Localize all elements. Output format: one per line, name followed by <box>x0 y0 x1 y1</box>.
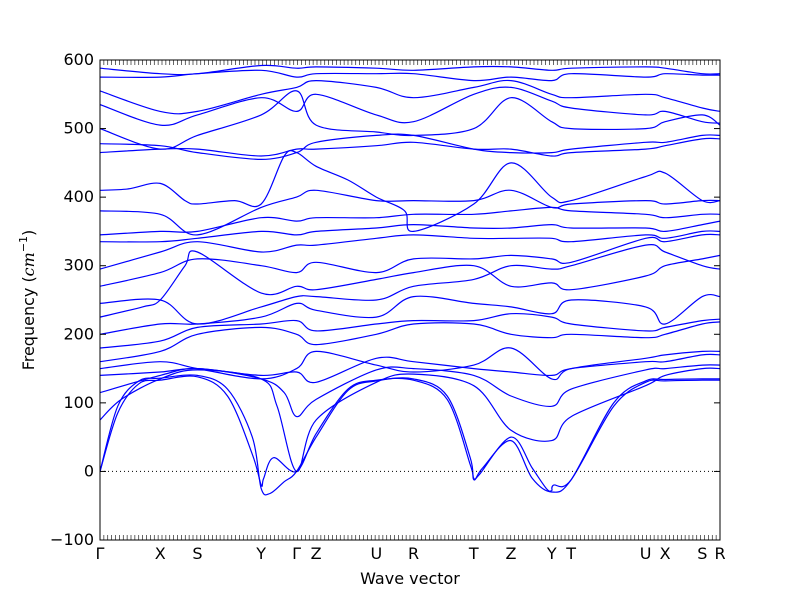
phonon-branch-8 <box>100 313 720 349</box>
phonon-branch-16 <box>100 189 720 236</box>
x-tick-label: R <box>714 544 725 563</box>
phonon-branch-18 <box>100 137 720 157</box>
x-tick-label: S <box>192 544 202 563</box>
series-layer <box>100 64 720 496</box>
phonon-branch-5 <box>100 353 720 384</box>
phonon-branch-14 <box>100 220 720 243</box>
x-tick-label: S <box>697 544 707 563</box>
y-axis-label: Frequency (cm−1) <box>17 230 38 371</box>
phonon-branch-6 <box>100 347 720 381</box>
x-tick-label: Γ <box>292 544 301 563</box>
y-tick-label: 300 <box>63 256 94 275</box>
y-axis-label-close: ) <box>19 230 38 236</box>
y-axis-label-unit: cm <box>19 252 38 276</box>
phonon-branch-2 <box>100 374 720 496</box>
x-tick-label: Γ <box>96 544 105 563</box>
y-tick-label: 400 <box>63 187 94 206</box>
y-tick-label: 600 <box>63 50 94 69</box>
phonon-branch-11 <box>100 244 720 325</box>
phonon-branch-23 <box>100 69 720 82</box>
phonon-branch-17 <box>100 149 720 233</box>
x-tick-label: U <box>370 544 382 563</box>
phonon-branch-9 <box>100 293 720 335</box>
phonon-branch-13 <box>100 230 720 270</box>
x-tick-label: Z <box>505 544 516 563</box>
phonon-branch-3 <box>100 367 720 473</box>
x-axis-label: Wave vector <box>360 569 460 588</box>
x-minor-ticks <box>99 60 721 540</box>
phonon-branch-15 <box>100 206 720 236</box>
phonon-branch-20 <box>100 90 720 150</box>
phonon-branch-21 <box>100 86 720 126</box>
x-tick-label: Z <box>311 544 322 563</box>
y-tick-label: 100 <box>63 393 94 412</box>
phonon-branch-4 <box>100 364 720 418</box>
phonon-branch-24 <box>100 64 720 76</box>
phonon-branch-7 <box>100 321 720 363</box>
y-axis: −100 0 100 200 300 400 500 600 <box>50 50 720 549</box>
y-axis-label-exponent: −1 <box>17 236 30 252</box>
phonon-branch-19 <box>100 133 720 161</box>
x-tick-label: T <box>565 544 576 563</box>
y-tick-label: 0 <box>84 461 94 480</box>
y-tick-label: 200 <box>63 324 94 343</box>
x-tick-label: Y <box>255 544 266 563</box>
x-tick-label: X <box>155 544 166 563</box>
x-tick-label: Y <box>546 544 557 563</box>
x-tick-label: X <box>660 544 671 563</box>
phonon-branch-12 <box>100 233 720 287</box>
y-tick-label: −100 <box>50 530 94 549</box>
x-tick-label: T <box>468 544 479 563</box>
y-tick-label: 500 <box>63 119 94 138</box>
phonon-branch-22 <box>100 79 720 115</box>
phonon-branch-10 <box>100 250 720 318</box>
y-axis-label-text: Frequency ( <box>19 276 38 370</box>
x-tick-label: U <box>640 544 652 563</box>
x-tick-label: R <box>408 544 419 563</box>
